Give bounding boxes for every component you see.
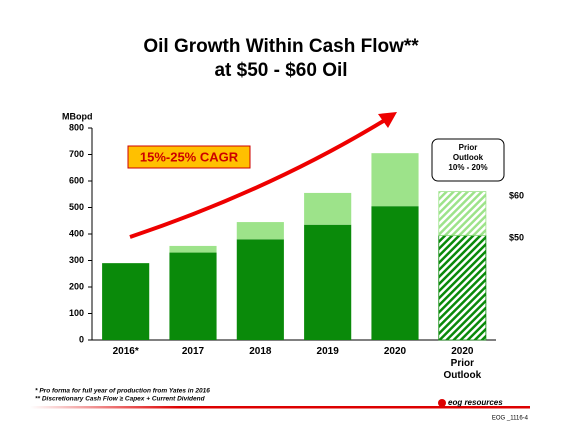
x-tick-label: 2016* bbox=[112, 346, 139, 357]
y-tick-label: 700 bbox=[69, 149, 84, 159]
x-tick-label: 2018 bbox=[249, 346, 272, 357]
cagr-label: 15%-25% CAGR bbox=[140, 149, 239, 164]
label-60: $60 bbox=[509, 190, 524, 200]
y-axis-label: MBopd bbox=[62, 111, 93, 121]
y-tick-label: 200 bbox=[69, 281, 84, 291]
y-tick-label: 0 bbox=[79, 334, 84, 344]
y-tick-label: 300 bbox=[69, 255, 84, 265]
x-tick-label: 2020 bbox=[383, 346, 407, 357]
y-tick-label: 400 bbox=[69, 228, 84, 238]
prior-outlook-range: 10% - 20% bbox=[448, 163, 488, 172]
chart-title: Oil Growth Within Cash Flow** bbox=[143, 36, 419, 57]
x-tick-label: 2020 Prior Outlook bbox=[443, 346, 482, 381]
bar-segment bbox=[236, 222, 284, 240]
bar-segment bbox=[169, 252, 217, 340]
x-tick-label: 2019 bbox=[316, 346, 339, 357]
cagr-box bbox=[127, 145, 251, 169]
page-code: EOG _1116-4 bbox=[492, 416, 529, 422]
chart-subtitle: at $50 - $60 Oil bbox=[214, 60, 347, 81]
footnote: * Pro forma for full year of production … bbox=[35, 388, 210, 395]
bar-segment bbox=[438, 191, 487, 236]
footer-line bbox=[30, 406, 530, 409]
bar-segment bbox=[304, 192, 352, 225]
bar-segment bbox=[371, 153, 419, 207]
y-tick-label: 600 bbox=[69, 175, 84, 185]
y-tick-label: 800 bbox=[69, 122, 84, 132]
footnote: ** Discretionary Cash Flow ≥ Capex + Cur… bbox=[35, 396, 206, 403]
y-tick-label: 500 bbox=[69, 202, 84, 212]
logo-mark bbox=[438, 399, 446, 407]
bar-segment bbox=[371, 206, 419, 340]
y-tick-label: 100 bbox=[69, 308, 84, 318]
prior-outlook-text: Prior Outlook 10% - 20% bbox=[432, 143, 504, 173]
arrow-head bbox=[378, 112, 397, 128]
bar-segment bbox=[102, 263, 150, 340]
logo: eog resources bbox=[448, 398, 503, 407]
bar-segment bbox=[169, 245, 217, 253]
x-tick-label: 2017 bbox=[181, 346, 205, 357]
bar-segment bbox=[236, 239, 284, 340]
prior-outlook-box bbox=[431, 138, 505, 182]
prior-outlook-title: Prior Outlook bbox=[452, 143, 484, 162]
bar-segment bbox=[438, 234, 487, 341]
bar-segment bbox=[304, 224, 352, 340]
label-50: $50 bbox=[509, 232, 524, 242]
growth-arrow bbox=[129, 118, 387, 239]
